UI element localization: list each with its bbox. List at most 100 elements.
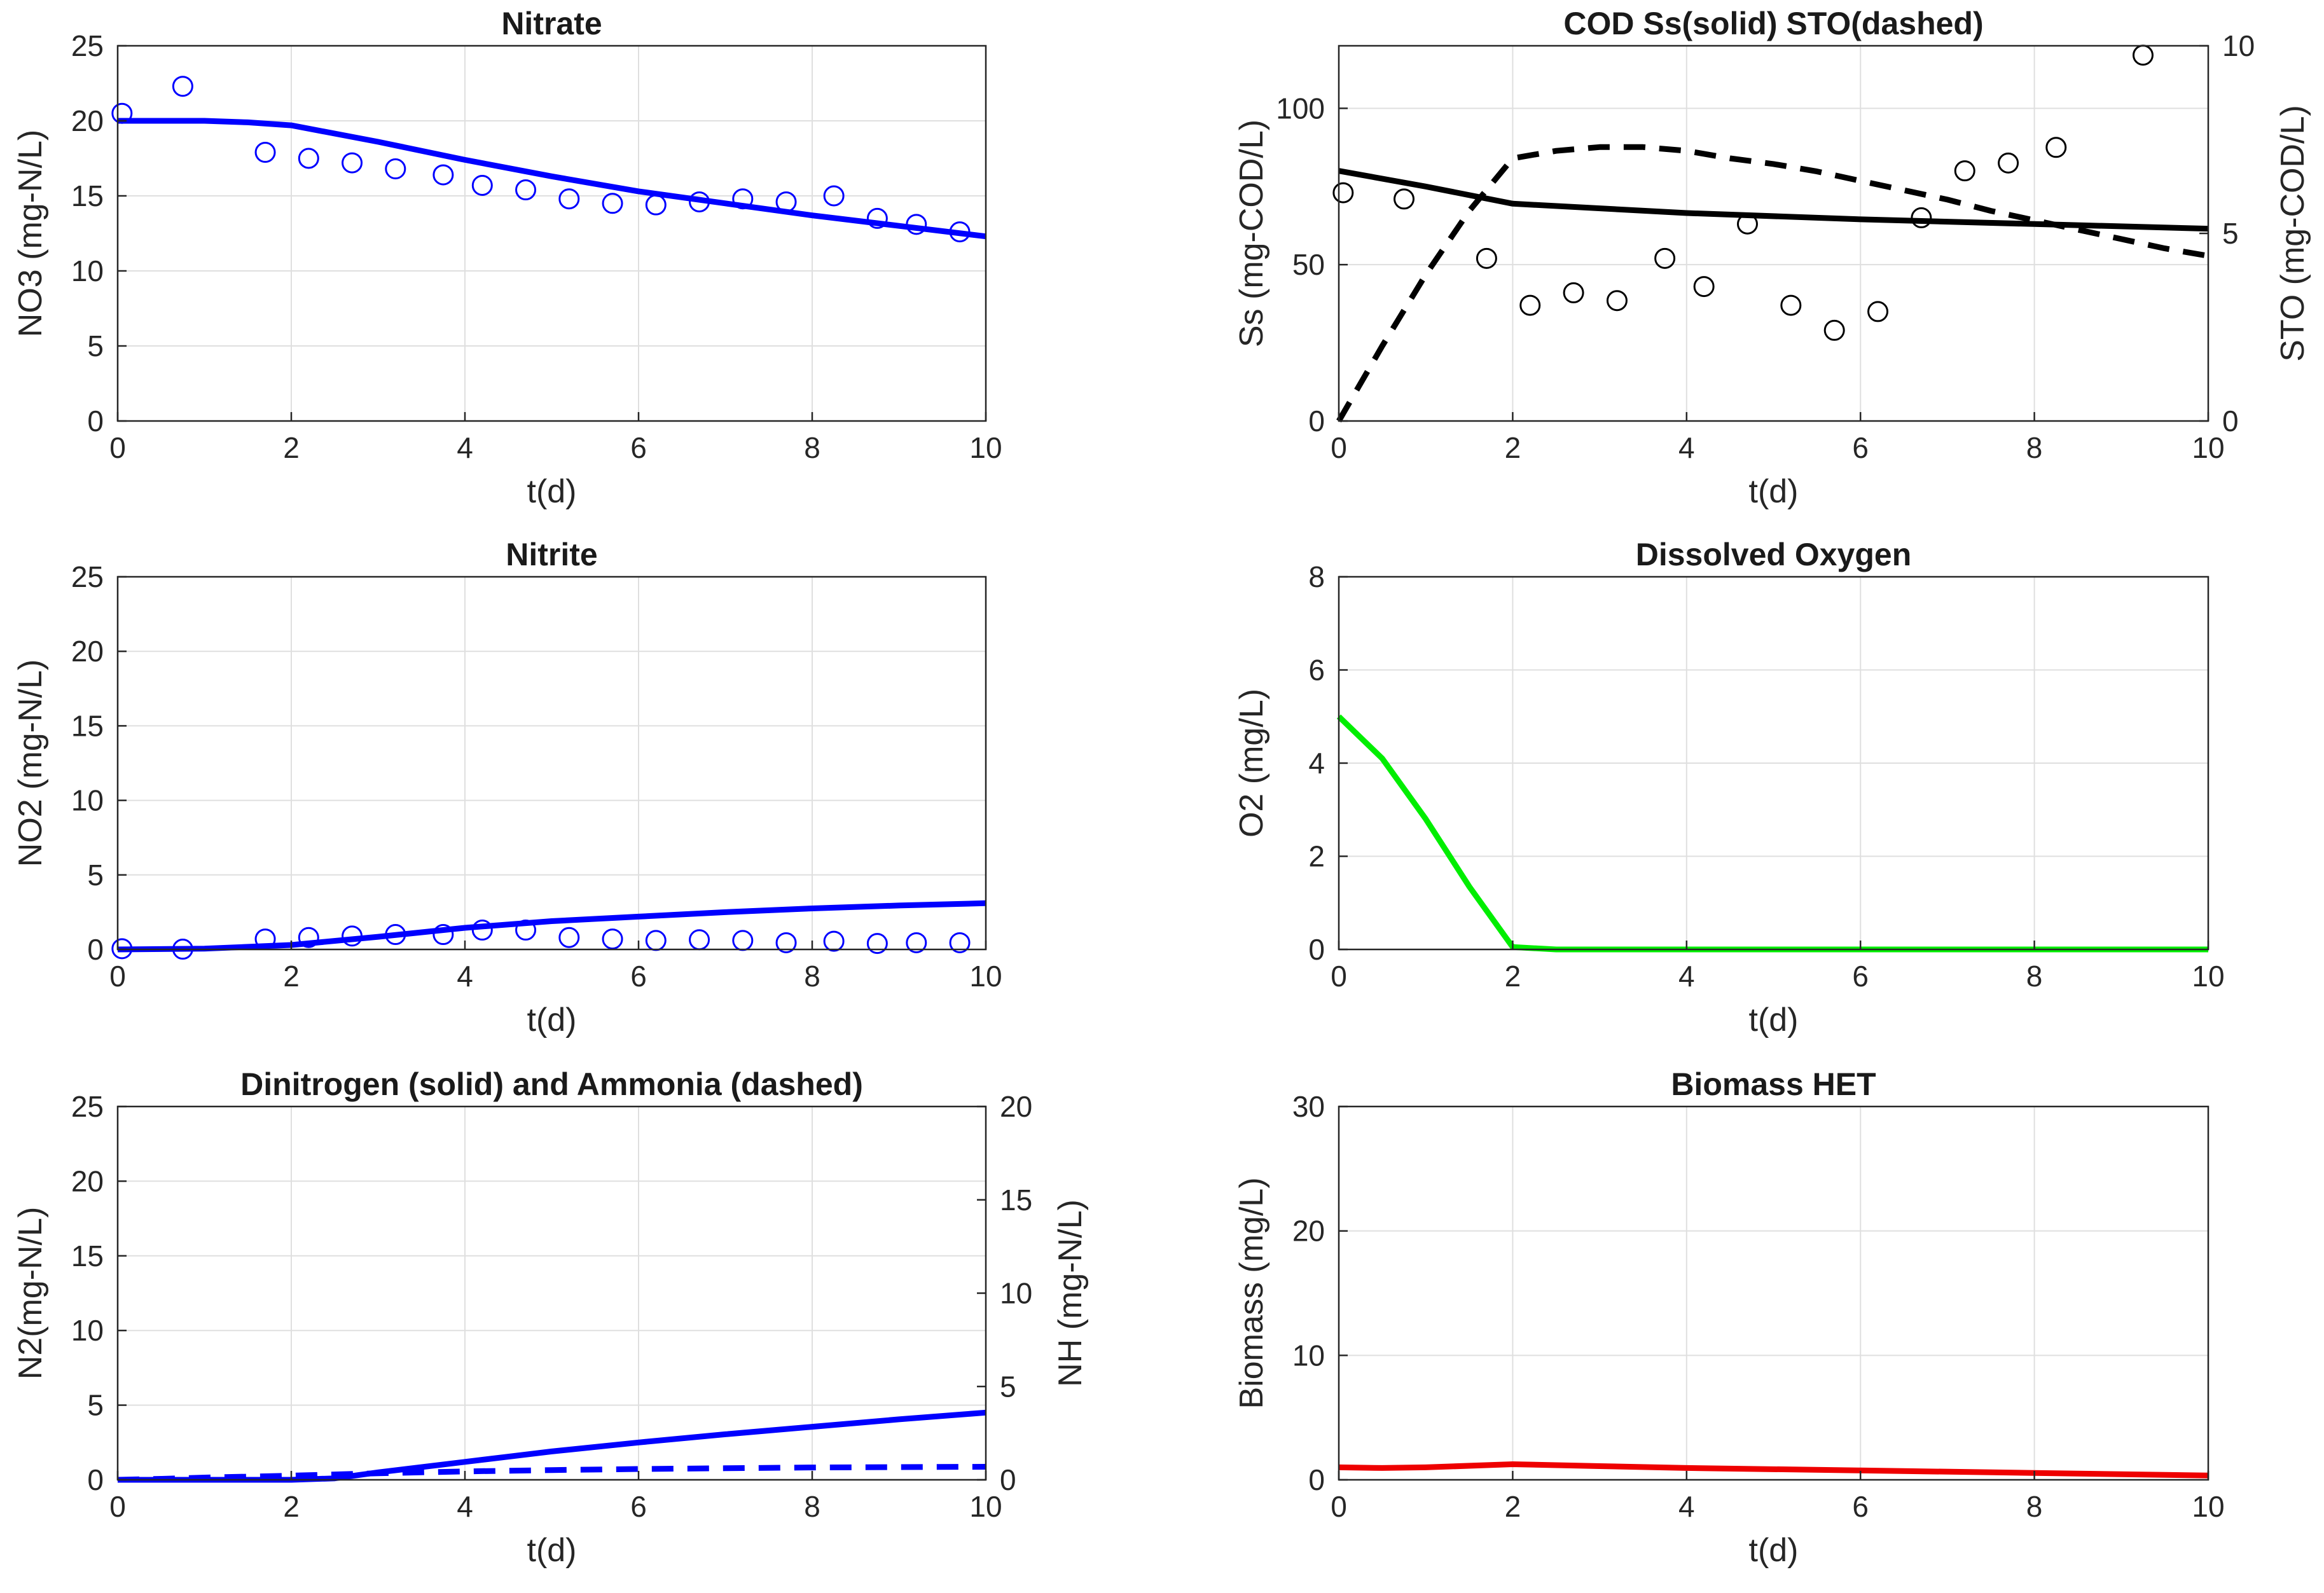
nitrate-data-point: [471, 174, 493, 196]
cod-data-point: [1954, 160, 1975, 182]
dinitrogen-y-axis-label: N2(mg-N/L): [12, 1207, 49, 1380]
nitrate-data-point: [775, 191, 797, 212]
nitrite-x-tick-label: 8: [804, 960, 820, 993]
nitrite-y-axis-label: NO2 (mg-N/L): [12, 659, 49, 867]
nitrate-y-tick-label: 10: [71, 254, 104, 287]
cod-data-point: [2045, 137, 2067, 158]
nitrate-title: Nitrate: [501, 6, 602, 41]
dinitrogen-series-nh-model: [117, 1464, 986, 1483]
dinitrogen-x-tick-label: 4: [457, 1490, 473, 1523]
dinitrogen-series-n2-model: [118, 1409, 986, 1483]
cod-data-point: [1998, 152, 2019, 174]
oxygen-x-tick-label: 0: [1331, 960, 1347, 993]
oxygen-series-o2-model: [1336, 714, 2208, 953]
biomass-x-tick-label: 8: [2026, 1490, 2043, 1523]
nitrate-data-point: [558, 188, 580, 210]
cod-x-tick-label: 4: [1678, 431, 1695, 464]
biomass-y-tick-label: 20: [1292, 1215, 1325, 1248]
nitrate-data-point: [111, 102, 133, 124]
cod-data-point: [1332, 182, 1354, 203]
oxygen-title: Dissolved Oxygen: [1636, 537, 1912, 572]
cod-x-axis-label: t(d): [1749, 473, 1799, 510]
cod-data-point: [1519, 294, 1541, 316]
nitrite-data-point: [775, 932, 797, 953]
oxygen-x-tick-label: 10: [2192, 960, 2224, 993]
cod-data-point: [2132, 45, 2154, 66]
oxygen-x-tick-label: 4: [1678, 960, 1695, 993]
nitrate-data-point: [906, 214, 927, 235]
cod-title: COD Ss(solid) STO(dashed): [1563, 6, 1983, 41]
nitrite-data-point: [298, 927, 319, 948]
oxygen-y-tick-label: 2: [1308, 840, 1325, 873]
oxygen-chart: 0 2 4 6 8 10 0 2 4 6 8 Dissolved Oxygen t(d) O2 (mg/L…: [1233, 537, 2225, 1038]
cod-series-sto-model: [1336, 144, 2209, 423]
nitrite-data-point: [866, 933, 888, 955]
nitrite-y-tick-label: 10: [71, 784, 104, 817]
dinitrogen-x-tick-label: 2: [283, 1490, 300, 1523]
cod-y-tick-label: 50: [1292, 248, 1325, 281]
biomass-title: Biomass HET: [1671, 1066, 1876, 1102]
nitrate-y-axis-label: NO3 (mg-N/L): [12, 130, 49, 337]
nitrite-data-point: [689, 929, 710, 951]
oxygen-y-tick-label: 8: [1308, 560, 1325, 593]
cod-data-point: [1867, 301, 1889, 322]
cod-y-right-tick-label: 0: [2222, 404, 2239, 438]
nitrate-data-point: [823, 185, 845, 207]
nitrate-x-tick-label: 10: [969, 431, 1002, 464]
biomass-y-axis-label: Biomass (mg/L): [1233, 1177, 1270, 1409]
dinitrogen-y-right-tick-label: 10: [1000, 1277, 1032, 1310]
dinitrogen-y-right-tick-label: 20: [1000, 1090, 1032, 1123]
nitrite-title: Nitrite: [506, 537, 597, 572]
cod-y-right-tick-label: 5: [2222, 217, 2239, 250]
cod-y-tick-label: 0: [1308, 404, 1325, 438]
nitrite-x-tick-label: 4: [457, 960, 473, 993]
nitrate-data-point: [689, 191, 710, 212]
nitrite-x-tick-label: 0: [109, 960, 126, 993]
nitrate-data-point: [949, 221, 971, 243]
nitrate-data-point: [732, 188, 754, 210]
oxygen-y-axis-label: O2 (mg/L): [1233, 689, 1270, 838]
nitrite-x-tick-label: 2: [283, 960, 300, 993]
nitrate-y-tick-label: 20: [71, 104, 104, 137]
nitrate-y-tick-label: 0: [87, 404, 104, 438]
dinitrogen-y-right-tick-label: 15: [1000, 1183, 1032, 1217]
nitrate-x-tick-label: 2: [283, 431, 300, 464]
cod-x-tick-label: 10: [2192, 431, 2224, 464]
nitrite-data-point: [823, 930, 845, 952]
dinitrogen-y-right-tick-label: 0: [1000, 1463, 1016, 1496]
nitrite-data-point: [471, 920, 493, 941]
nitrite-data-point: [949, 932, 971, 953]
nitrite-data-point: [254, 928, 276, 950]
nitrite-data-point: [515, 920, 537, 941]
biomass-y-tick-label: 0: [1308, 1463, 1325, 1496]
nitrate-series-no3-model: [118, 118, 986, 240]
dinitrogen-y-right-axis-label: NH (mg-N/L): [1052, 1199, 1089, 1387]
nitrate-x-axis-label: t(d): [527, 473, 577, 510]
nitrite-y-tick-label: 15: [71, 709, 104, 742]
cod-data-point: [1693, 276, 1715, 298]
biomass-chart: 0 2 4 6 8 10 0 10 20 30 Biomass HET t(d) Biomass (mg…: [1233, 1066, 2225, 1569]
nitrite-data-point: [432, 924, 454, 946]
biomass-x-tick-label: 0: [1331, 1490, 1347, 1523]
nitrite-data-point: [602, 928, 623, 950]
dinitrogen-x-tick-label: 10: [969, 1490, 1002, 1523]
biomass-x-tick-label: 2: [1505, 1490, 1521, 1523]
nitrate-axes-frame: [116, 45, 987, 422]
nitrite-y-tick-label: 20: [71, 635, 104, 668]
nitrite-y-tick-label: 0: [87, 933, 104, 966]
dinitrogen-y-tick-label: 25: [71, 1090, 104, 1123]
oxygen-y-tick-label: 0: [1308, 933, 1325, 966]
cod-x-tick-label: 6: [1852, 431, 1869, 464]
nitrate-data-point: [866, 207, 888, 229]
nitrate-data-point: [432, 164, 454, 186]
nitrite-data-point: [732, 930, 754, 951]
nitrate-x-tick-label: 8: [804, 431, 820, 464]
dinitrogen-title: Dinitrogen (solid) and Ammonia (dashed): [240, 1066, 863, 1102]
nitrite-data-point: [342, 925, 363, 947]
dinitrogen-y-tick-label: 0: [87, 1463, 104, 1496]
cod-data-point: [1476, 247, 1497, 269]
cod-series-ss-model: [1338, 168, 2209, 232]
nitrate-data-point: [342, 152, 363, 174]
